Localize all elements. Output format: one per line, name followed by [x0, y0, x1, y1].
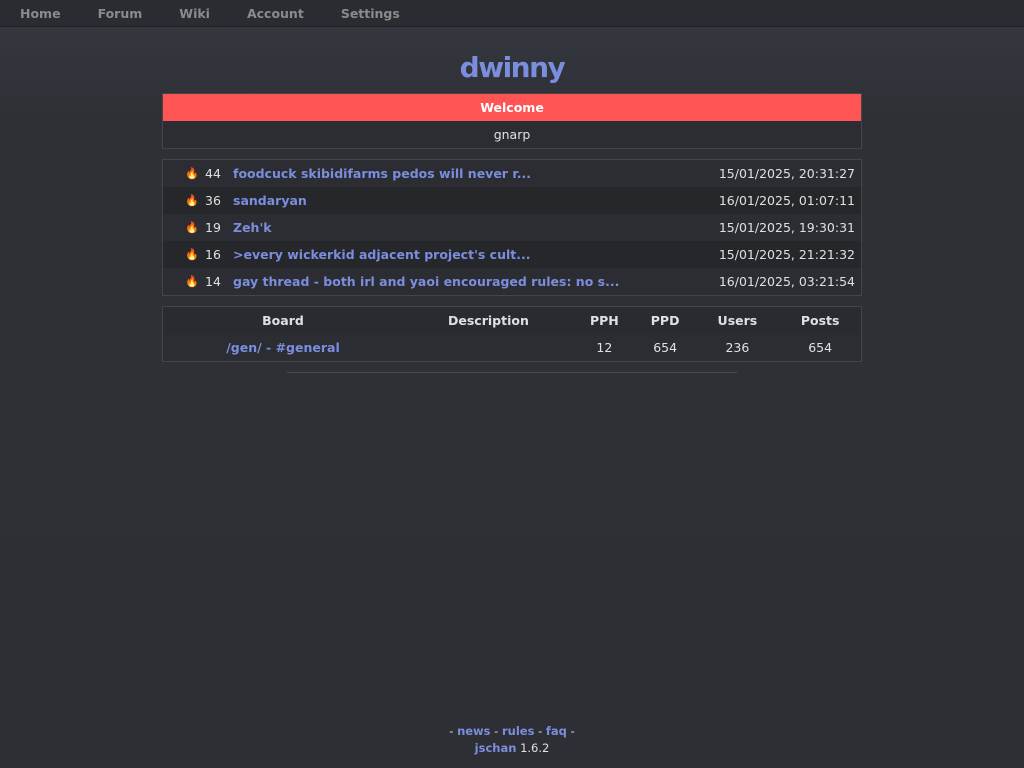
fire-icon: 🔥	[185, 248, 199, 261]
thread-date: 15/01/2025, 20:31:27	[718, 166, 855, 181]
thread-date: 15/01/2025, 19:30:31	[718, 220, 855, 235]
board-list: Board Description PPH PPD Users Posts /g…	[162, 306, 862, 362]
hot-thread-row: 🔥 19 Zeh'k 15/01/2025, 19:30:31	[163, 214, 861, 241]
fire-icon: 🔥	[185, 194, 199, 207]
board-description	[402, 334, 574, 361]
faq-link[interactable]: faq	[545, 724, 567, 738]
reply-count: 16	[205, 247, 221, 262]
footer: - news - rules - faq - jschan 1.6.2	[449, 724, 575, 755]
news-link[interactable]: news	[457, 724, 491, 738]
reply-count: 19	[205, 220, 221, 235]
thread-link[interactable]: >every wickerkid adjacent project's cult…	[233, 247, 531, 262]
board-pph: 12	[573, 334, 635, 361]
welcome-panel: Welcome gnarp	[162, 93, 862, 149]
board-ppd: 654	[634, 334, 696, 361]
col-ppd: PPD	[634, 307, 696, 334]
hot-thread-row: 🔥 36 sandaryan 16/01/2025, 01:07:11	[163, 187, 861, 214]
welcome-body: gnarp	[163, 121, 861, 148]
col-pph: PPH	[573, 307, 635, 334]
hot-threads: 🔥 44 foodcuck skibidifarms pedos will neve…	[162, 159, 862, 296]
col-board: Board	[163, 307, 403, 334]
thread-date: 16/01/2025, 01:07:11	[718, 193, 855, 208]
thread-link[interactable]: sandaryan	[233, 193, 307, 208]
thread-link[interactable]: foodcuck skibidifarms pedos will never r…	[233, 166, 531, 181]
jschan-link[interactable]: jschan	[474, 741, 517, 755]
board-link[interactable]: /gen/ - #general	[226, 340, 340, 355]
thread-date: 15/01/2025, 21:21:32	[718, 247, 855, 262]
fire-icon: 🔥	[185, 275, 199, 288]
reply-count: 14	[205, 274, 221, 289]
nav-account[interactable]: Account	[246, 6, 304, 21]
nav-wiki[interactable]: Wiki	[179, 6, 210, 21]
table-row: /gen/ - #general 12 654 236 654	[163, 334, 861, 361]
nav-home[interactable]: Home	[20, 6, 61, 21]
version: 1.6.2	[520, 741, 550, 755]
top-nav: Home Forum Wiki Account Settings	[0, 0, 1024, 27]
hot-thread-row: 🔥 44 foodcuck skibidifarms pedos will neve…	[163, 160, 861, 187]
hot-thread-row: 🔥 14 gay thread - both irl and yaoi encour…	[163, 268, 861, 295]
board-posts: 654	[779, 334, 861, 361]
thread-date: 16/01/2025, 03:21:54	[718, 274, 855, 289]
col-posts: Posts	[779, 307, 861, 334]
reply-count: 44	[205, 166, 221, 181]
reply-count: 36	[205, 193, 221, 208]
site-title: dwinny	[459, 51, 566, 84]
fire-icon: 🔥	[185, 167, 199, 180]
thread-link[interactable]: Zeh'k	[233, 220, 272, 235]
divider	[287, 372, 737, 373]
rules-link[interactable]: rules	[502, 724, 535, 738]
fire-icon: 🔥	[185, 221, 199, 234]
col-description: Description	[402, 307, 574, 334]
welcome-title: Welcome	[163, 94, 861, 121]
thread-link[interactable]: gay thread - both irl and yaoi encourage…	[233, 274, 620, 289]
nav-forum[interactable]: Forum	[97, 6, 143, 21]
hot-thread-row: 🔥 16 >every wickerkid adjacent project's c…	[163, 241, 861, 268]
nav-settings[interactable]: Settings	[340, 6, 400, 21]
col-users: Users	[695, 307, 780, 334]
board-users: 236	[695, 334, 780, 361]
